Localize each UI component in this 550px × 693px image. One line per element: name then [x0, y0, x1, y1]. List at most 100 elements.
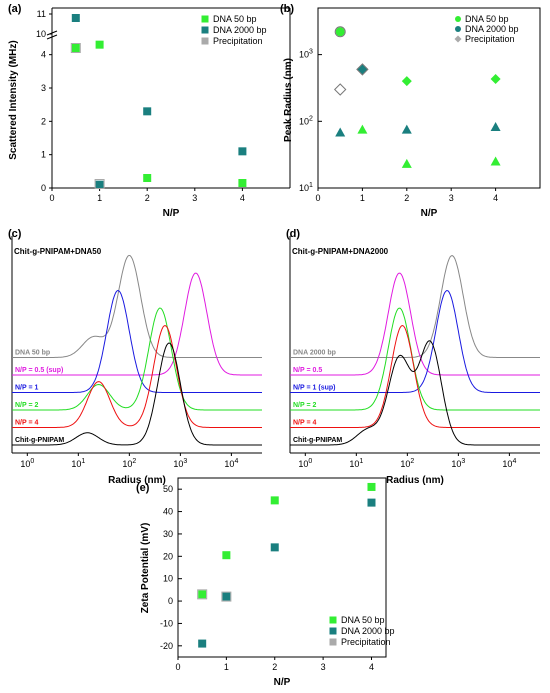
- e-legend-marker: [329, 616, 337, 624]
- e-xtick-label: 4: [369, 662, 374, 672]
- d-curve: [290, 289, 540, 393]
- b-xtick-label: 0: [315, 193, 320, 203]
- e-ytick-label: 40: [163, 507, 173, 517]
- c-curve-label: N/P = 2: [15, 402, 39, 409]
- b-legend-label: Precipitation: [465, 34, 515, 44]
- d-curve: [290, 324, 540, 428]
- a-y-axis-label: Scattered Intensity (MHz): [8, 40, 19, 159]
- a-ytick-label: 3: [41, 83, 46, 93]
- panel-label-e: (e): [136, 482, 150, 494]
- a-point: [143, 107, 152, 116]
- a-ytick-label: 10: [36, 29, 46, 39]
- d-curve: [290, 307, 540, 411]
- a-xtick-label: 3: [192, 193, 197, 203]
- e-point: [198, 639, 207, 648]
- e-ytick-label: 10: [163, 574, 173, 584]
- a-point: [143, 174, 152, 182]
- c-xtick-label: 100: [20, 458, 34, 469]
- b-frame: [317, 7, 541, 189]
- d-curve-label: N/P = 1 (sup): [293, 385, 335, 392]
- c-curve: [12, 289, 262, 393]
- c-curve: [12, 272, 262, 376]
- a-point: [238, 147, 247, 156]
- d-xtick-label: 101: [349, 458, 363, 469]
- b-point: [401, 76, 412, 87]
- e-xtick-label: 1: [224, 662, 229, 672]
- b-legend-marker: [455, 26, 461, 32]
- a-xtick-label: 1: [97, 193, 102, 203]
- c-curve: [12, 325, 262, 428]
- e-precip-point: [221, 591, 232, 602]
- b-legend-label: DNA 50 bp: [465, 14, 509, 24]
- e-xtick-label: 3: [321, 662, 326, 672]
- b-point: [335, 127, 346, 137]
- b-legend-marker: [454, 35, 462, 43]
- e-ytick-label: -10: [160, 618, 173, 628]
- d-xtick-label: 104: [502, 458, 516, 469]
- d-curve-label: Chit-g-PNIPAM: [293, 437, 342, 444]
- panel-label-b: (b): [280, 3, 294, 15]
- e-xtick-label: 0: [175, 662, 180, 672]
- a-ytick-label: 4: [41, 50, 46, 60]
- e-ytick-label: -20: [160, 641, 173, 651]
- panel-label-c: (c): [8, 228, 22, 240]
- e-point: [367, 482, 376, 491]
- b-ytick-label: 101: [299, 182, 313, 193]
- e-frame: [177, 477, 387, 658]
- b-point: [357, 124, 368, 134]
- a-xtick-label: 0: [49, 193, 54, 203]
- e-point: [222, 551, 231, 560]
- b-point: [357, 64, 368, 75]
- a-legend-marker: [201, 37, 209, 45]
- panel-label-d: (d): [286, 228, 300, 240]
- a-ytick-label: 1: [41, 150, 46, 160]
- b-xtick-label: 3: [449, 193, 454, 203]
- b-ytick-label: 102: [299, 115, 313, 126]
- d-curve-label: DNA 2000 bp: [293, 350, 336, 357]
- a-precip-point: [94, 179, 105, 189]
- b-xtick-label: 4: [493, 193, 498, 203]
- b-precip-point: [334, 26, 346, 38]
- b-precip-point: [333, 83, 347, 96]
- a-legend-label: DNA 2000 bp: [213, 25, 267, 35]
- d-xtick-label: 102: [400, 458, 414, 469]
- d-curve: [290, 272, 540, 376]
- c-curve: [12, 307, 262, 411]
- a-break-mark: [46, 34, 58, 40]
- a-point: [95, 180, 104, 189]
- c-x-axis-label: Radius (nm): [108, 475, 166, 486]
- a-xtick-label: 2: [145, 193, 150, 203]
- b-point: [335, 27, 345, 37]
- a-ytick-label: 0: [41, 183, 46, 193]
- c-title: Chit-g-PNIPAM+DNA50: [14, 247, 102, 256]
- e-legend-label: Precipitation: [341, 637, 391, 647]
- c-xtick-label: 104: [224, 458, 238, 469]
- a-x-axis-label: N/P: [163, 208, 180, 219]
- e-xtick-label: 2: [272, 662, 277, 672]
- a-legend-marker: [201, 15, 209, 23]
- c-curve-label: Chit-g-PNIPAM: [15, 437, 64, 444]
- c-curve: [12, 342, 262, 446]
- b-point: [401, 158, 412, 168]
- b-legend-marker: [455, 16, 461, 22]
- c-curve: [12, 254, 262, 358]
- b-legend-label: DNA 2000 bp: [465, 24, 519, 34]
- d-curve-label: N/P = 4: [293, 420, 317, 427]
- e-legend-marker: [329, 627, 337, 635]
- a-point: [95, 40, 104, 49]
- d-title: Chit-g-PNIPAM+DNA2000: [292, 247, 389, 256]
- a-point: [238, 179, 247, 187]
- e-point: [198, 590, 207, 599]
- a-xtick-label: 4: [240, 193, 245, 203]
- b-point: [401, 124, 412, 134]
- d-xtick-label: 103: [451, 458, 465, 469]
- d-curve: [290, 340, 540, 446]
- a-precip-point: [70, 43, 81, 53]
- a-ytick-label: 11: [37, 9, 46, 19]
- e-ytick-label: 30: [163, 529, 173, 539]
- c-curve-label: N/P = 4: [15, 420, 39, 427]
- e-y-axis-label: Zeta Potential (mV): [140, 523, 151, 614]
- e-legend-label: DNA 2000 bp: [341, 626, 395, 636]
- b-x-axis-label: N/P: [421, 208, 438, 219]
